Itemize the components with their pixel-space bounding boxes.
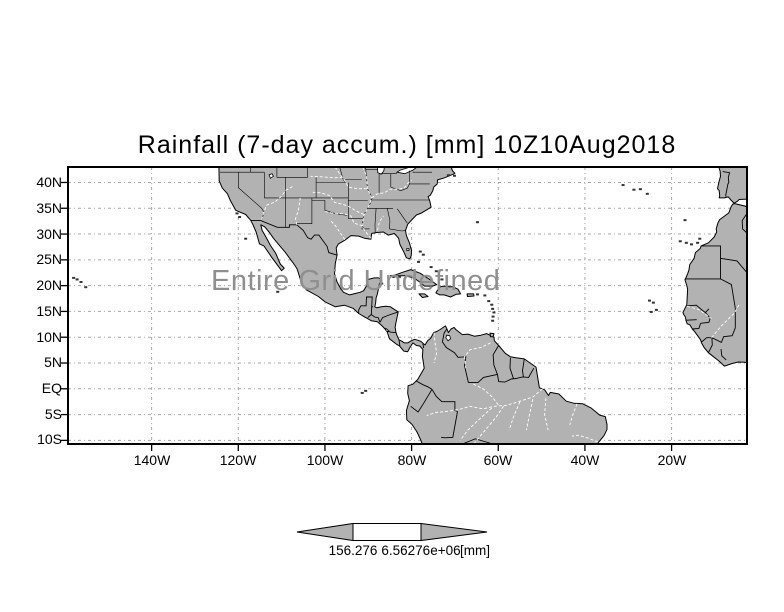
lat-tick-label: 30N [36,226,62,242]
lon-tick-label: 100W [306,452,344,468]
lon-tick-label: 20W [657,452,687,468]
lat-tick-label: 5N [44,354,62,370]
lon-tick-label: 120W [219,452,257,468]
lat-tick-label: 10N [36,329,62,345]
lat-tick-label: 25N [36,251,62,267]
lon-tick-label: 140W [133,452,171,468]
lat-tick-label: 15N [36,303,62,319]
lon-tick-label: 40W [570,452,600,468]
lon-tick-label: 60W [483,452,513,468]
lat-tick-label: EQ [41,380,62,396]
lat-tick-label: 5S [44,406,62,422]
lon-tick-label: 80W [397,452,427,468]
grid-undefined-message: Entire Grid Undefined [211,265,501,297]
colorbar-min-label: 156.276 [328,543,378,558]
lat-tick-label: 20N [36,277,62,293]
lat-tick-label: 40N [36,174,62,190]
lat-tick-label: 35N [36,200,62,216]
colorbar-units-label: [mm] [460,543,490,558]
colorbar-max-label: 6.56276e+06 [381,543,461,558]
lat-tick-label: 10S [37,431,62,447]
plot-title: Rainfall (7-day accum.) [mm] 10Z10Aug201… [137,131,677,159]
